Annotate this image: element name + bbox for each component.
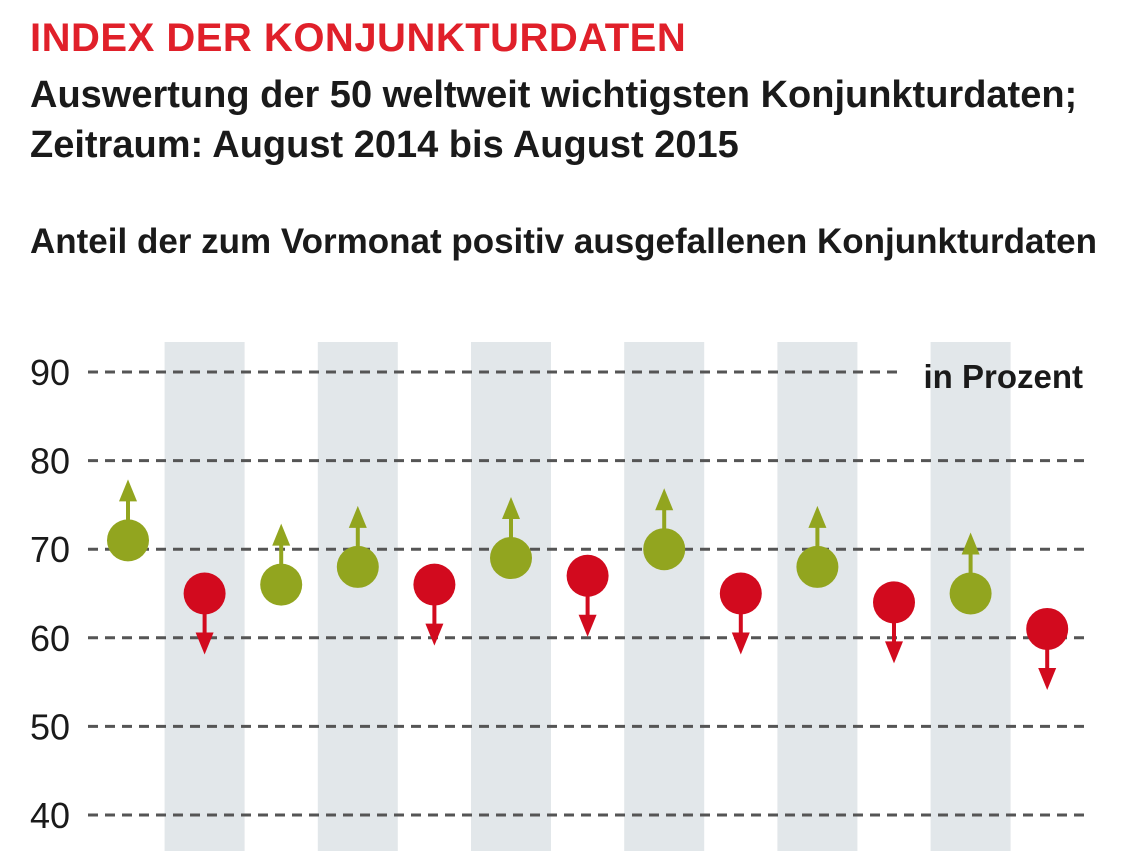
data-point (183, 572, 226, 655)
point-positive (260, 563, 303, 606)
y-tick-label: 80 (30, 441, 70, 482)
data-point (949, 532, 992, 615)
chart-title: INDEX DER KONJUNKTURDATEN (30, 16, 687, 60)
background-band (317, 342, 398, 851)
data-point (566, 554, 609, 637)
arrow-down-icon (578, 614, 597, 637)
arrow-up-icon (808, 505, 827, 528)
point-negative (719, 572, 762, 615)
background-band (777, 342, 858, 851)
y-tick-label: 40 (30, 795, 70, 836)
chart-heading: Anteil der zum Vormonat positiv ausgefal… (30, 222, 1097, 261)
data-point (1026, 607, 1069, 690)
data-point (490, 497, 532, 580)
arrow-up-icon (348, 505, 367, 528)
y-tick-label: 60 (30, 618, 70, 659)
point-negative (566, 554, 609, 597)
point-negative (413, 563, 456, 606)
arrow-down-icon (1038, 667, 1057, 690)
arrow-down-icon (195, 632, 214, 655)
point-negative (183, 572, 226, 615)
point-negative (1026, 607, 1069, 650)
data-point (336, 505, 379, 588)
y-tick-label: 70 (30, 529, 70, 570)
background-band (471, 342, 551, 851)
arrow-down-icon (731, 632, 750, 655)
data-point (643, 488, 686, 571)
data-point (796, 505, 839, 588)
arrow-up-icon (119, 479, 137, 502)
arrow-up-icon (272, 523, 291, 546)
point-positive (949, 572, 992, 615)
data-points (107, 479, 1069, 690)
arrow-down-icon (425, 623, 444, 646)
data-point (260, 523, 303, 606)
point-positive (336, 545, 379, 588)
unit-label: in Prozent (923, 358, 1083, 395)
y-tick-label: 50 (30, 706, 70, 747)
y-tick-label: 90 (30, 352, 70, 393)
arrow-up-icon (961, 532, 980, 555)
data-point (107, 479, 149, 562)
point-positive (490, 537, 532, 580)
chart-subtitle: Auswertung der 50 weltweit wichtigsten K… (30, 74, 1078, 166)
arrow-up-icon (655, 488, 674, 511)
background-band (624, 342, 705, 851)
point-positive (107, 519, 149, 562)
data-point (413, 563, 456, 646)
arrow-up-icon (502, 497, 520, 520)
y-axis-ticks: 90 80 70 60 50 40 (30, 352, 70, 836)
point-negative (873, 581, 915, 624)
data-point (873, 581, 915, 664)
arrow-down-icon (885, 641, 903, 664)
data-point (719, 572, 762, 655)
gridlines (88, 370, 1085, 817)
point-positive (796, 545, 839, 588)
point-positive (643, 528, 686, 571)
